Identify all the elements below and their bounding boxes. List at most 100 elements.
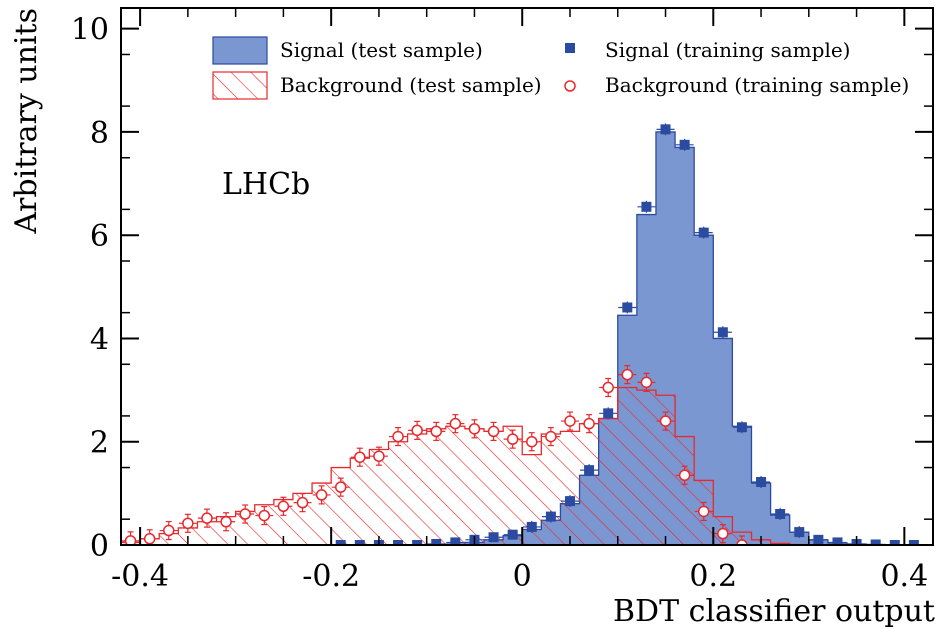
background-training-point [236,504,255,524]
legend-signal-test-swatch [212,36,268,65]
background-training-point [694,501,713,522]
background-point-marker [506,433,519,445]
legend-background-test-swatch [212,71,268,100]
background-training-point [580,414,599,434]
signal-point-marker [717,327,728,338]
background-training-point [369,446,388,466]
background-training-point [675,465,694,485]
background-point-marker [678,469,691,482]
background-training-point [637,372,656,392]
signal-training-point [350,540,369,545]
background-training-point [408,420,427,440]
signal-training-point [904,540,923,545]
training-points-layer [121,123,923,545]
background-point-marker [258,509,271,522]
signal-point-marker [354,540,365,545]
background-point-marker [277,500,290,513]
y-tick-label: 2 [90,426,109,461]
background-point-marker [564,415,576,427]
background-point-marker [583,417,595,430]
signal-training-point [637,200,656,213]
legend-signal-test-label: Signal (test sample) [280,38,483,62]
signal-training-point [331,540,350,545]
signal-point-marker [698,227,709,238]
signal-training-point [503,529,522,540]
signal-point-marker [756,477,767,488]
background-point-marker [220,516,232,528]
signal-training-point [408,540,427,545]
signal-point-marker [431,538,442,545]
background-point-marker [315,489,328,501]
signal-point-marker [889,540,900,545]
legend-background-train-label: Background (training sample) [605,73,909,97]
signal-training-point [809,534,828,545]
background-training-point [541,426,560,447]
background-point-marker [621,368,634,381]
background-point-marker [468,423,481,435]
background-point-marker [449,417,462,430]
legend-background-test-label: Background (test sample) [280,73,542,97]
signal-point-marker [584,465,595,476]
background-point-marker [602,381,614,394]
background-point-marker [487,425,500,438]
background-point-marker [526,435,538,448]
background-point-marker [182,517,194,530]
y-tick-label: 0 [90,529,109,564]
signal-point-marker [393,540,404,545]
lhcb-label: LHCb [222,167,310,202]
y-tick-label: 10 [71,13,109,48]
signal-point-marker [870,539,881,545]
plot-frame [120,7,934,546]
signal-training-point [675,138,694,151]
signal-point-marker [775,509,786,520]
signal-point-marker [622,302,633,313]
background-training-point [159,520,178,541]
background-training-point [312,485,331,505]
signal-training-point [599,407,618,420]
axis-ticks [121,8,933,546]
legend-background-train-marker [564,80,576,92]
background-training-point [560,411,579,431]
signal-training-point [790,526,809,539]
y-tick-label: 4 [90,322,109,357]
signal-training-point [560,495,579,508]
background-point-marker [717,527,729,540]
signal-training-point [752,476,771,489]
signal-point-marker [507,529,518,540]
x-axis-title: BDT classifier output [613,594,935,628]
signal-training-point [771,508,790,521]
signal-point-marker [736,422,747,433]
background-test-histogram [121,386,924,545]
legend-signal-train-label: Signal (training sample) [605,38,851,62]
signal-point-marker [908,540,919,545]
signal-training-point [618,301,637,314]
y-tick-label: 6 [90,219,109,254]
background-training-point [618,365,637,385]
background-point-marker [143,533,156,545]
background-training-point [484,421,503,442]
background-point-marker [239,508,251,520]
background-training-point [503,429,522,449]
signal-training-point [694,226,713,239]
x-tick-label: 0 [513,559,532,594]
signal-point-marker [488,532,499,543]
y-axis-title: Arbitrary units [9,8,44,235]
signal-training-point [389,540,408,545]
signal-training-point [580,464,599,477]
signal-training-point [541,510,560,523]
background-training-point [217,512,236,532]
background-training-point [274,496,293,516]
signal-training-point [522,520,541,533]
background-point-marker [373,450,385,462]
signal-training-point [828,537,847,545]
background-training-point [427,421,446,442]
background-point-marker [296,496,309,509]
signal-point-marker [794,527,805,538]
x-tick-label: 0.4 [880,559,928,594]
background-point-marker [697,505,710,518]
y-tick-label: 8 [90,116,109,151]
signal-training-point [732,421,751,434]
signal-point-marker [641,201,652,212]
background-training-point [293,493,312,513]
signal-training-point [713,326,732,339]
